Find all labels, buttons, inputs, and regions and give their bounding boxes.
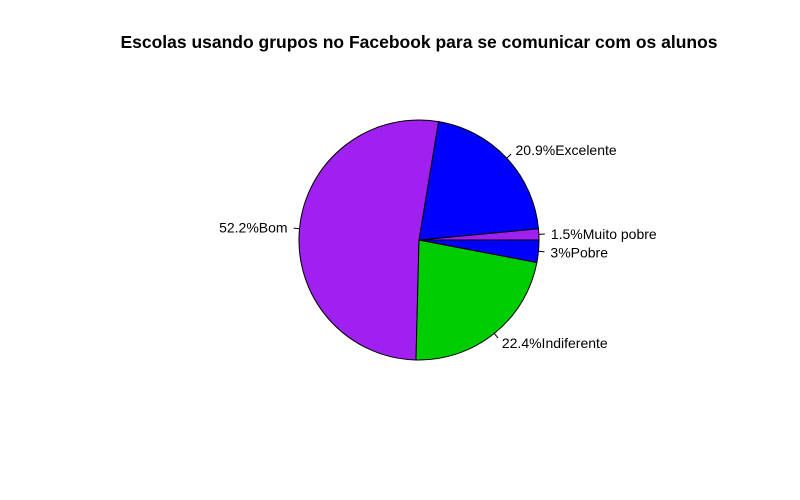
pie-label-bom: 52.2%Bom [219, 220, 287, 236]
pie-slice-pobre [418, 239, 540, 264]
pie-label-tick [293, 227, 300, 230]
chart-title: Escolas usando grupos no Facebook para s… [120, 32, 717, 52]
pie-slice-indiferente [415, 239, 538, 361]
pie-labels: 1.5%Muito pobre 20.9%Excelente 52.2%Bom 22.… [219, 142, 657, 351]
pie-slice-excelente [418, 121, 540, 241]
pie-label-pobre: 3%Pobre [550, 244, 608, 260]
pie-slices [298, 119, 540, 361]
pie-label-muito-pobre: 1.5%Muito pobre [551, 226, 657, 242]
pie-label-tick [538, 250, 545, 253]
pie-label-tick [493, 333, 499, 339]
pie-label-excelente: 20.9%Excelente [516, 142, 617, 158]
pie-label-indiferente: 22.4%Indiferente [502, 335, 608, 351]
pie-label-tick [506, 153, 512, 159]
